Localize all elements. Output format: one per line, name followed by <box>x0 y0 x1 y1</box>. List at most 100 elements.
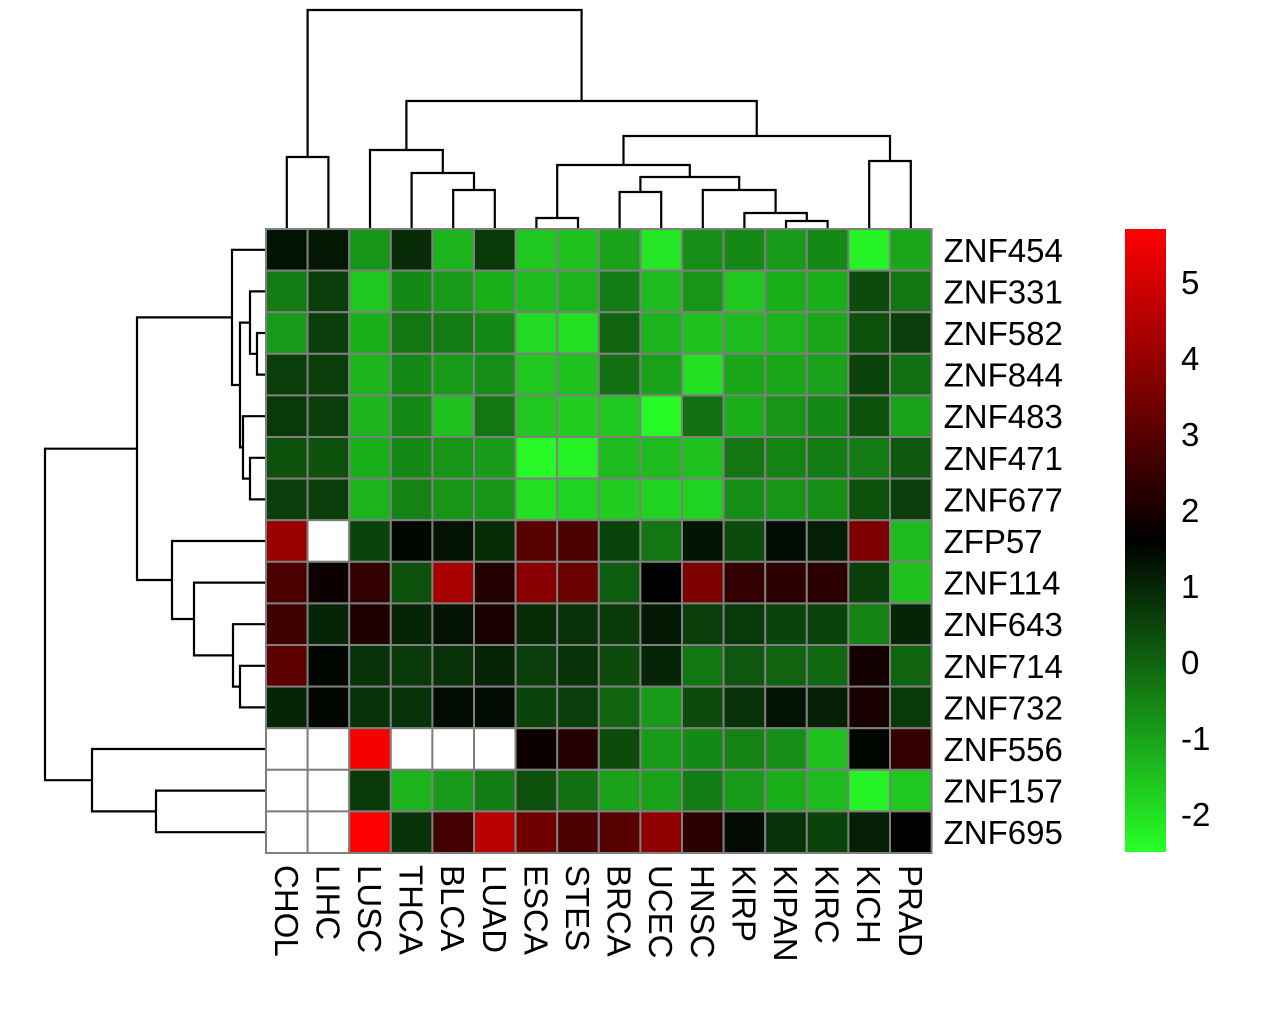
heatmap-cell <box>889 560 933 605</box>
heatmap-cell <box>681 602 725 647</box>
row-dendrogram-branch <box>255 331 266 376</box>
row-dendrogram-branch <box>154 789 266 834</box>
heatmap-cell <box>722 727 767 771</box>
heatmap-cell <box>597 810 642 855</box>
column-dendrogram-branch <box>622 134 892 165</box>
row-label: ZNF331 <box>944 273 1063 310</box>
heatmap-cell <box>473 644 517 688</box>
heatmap-cell <box>473 768 517 813</box>
heatmap-cell <box>805 768 850 813</box>
column-label: UCEC <box>642 865 679 959</box>
column-dendrogram-branch <box>701 188 777 229</box>
heatmap-cell <box>306 560 351 605</box>
heatmap-cell <box>514 810 559 855</box>
heatmap-cell <box>389 644 434 688</box>
heatmap-cell <box>306 394 351 438</box>
heatmap-cell <box>681 768 725 813</box>
heatmap-cell <box>681 228 725 272</box>
heatmap-cell <box>847 519 892 563</box>
heatmap-cell <box>556 477 600 522</box>
heatmap-cell <box>431 602 475 647</box>
heatmap-cell <box>473 311 517 355</box>
row-dendrogram-branch <box>43 447 137 782</box>
heatmap-cell <box>389 269 434 314</box>
heatmap-cell <box>889 519 933 563</box>
heatmap-cell <box>805 644 850 688</box>
heatmap-cell <box>514 560 559 605</box>
heatmap-cell <box>722 602 767 647</box>
heatmap-cell <box>597 228 642 272</box>
heatmap-cell <box>306 644 351 688</box>
row-dendrogram-branch <box>170 539 266 621</box>
row-label: ZNF844 <box>944 357 1063 394</box>
heatmap-cell <box>348 311 392 355</box>
heatmap-cell <box>597 269 642 314</box>
column-dendrogram-branch <box>306 8 583 157</box>
heatmap-cell <box>389 436 434 480</box>
column-labels: CHOL LIHC LUSC THCA BLCA LUAD ESCA STES BRCA UCEC… <box>268 865 929 962</box>
heatmap-cell <box>306 768 351 813</box>
heatmap-cell <box>722 810 767 855</box>
heatmap-cell <box>805 352 850 397</box>
heatmap-cell <box>431 352 475 397</box>
heatmap-cell <box>514 519 559 563</box>
heatmap-cell <box>805 436 850 480</box>
heatmap-cell <box>348 810 392 855</box>
column-label: STES <box>559 865 596 951</box>
heatmap-cell <box>348 685 392 730</box>
row-dendrogram-branch <box>90 747 266 813</box>
column-label: CHOL <box>268 865 305 957</box>
heatmap-cell <box>847 602 892 647</box>
colorbar-tick-label: -2 <box>1181 796 1210 833</box>
row-dendrogram <box>43 248 266 834</box>
heatmap-cell <box>473 560 517 605</box>
heatmap-cell <box>389 727 434 771</box>
heatmap-cell <box>597 394 642 438</box>
heatmap-cell <box>431 727 475 771</box>
heatmap-cell <box>681 394 725 438</box>
heatmap-cell <box>514 685 559 730</box>
row-labels: ZNF454 ZNF331 ZNF582 ZNF844 ZNF483 ZNF471 ZNF6… <box>944 232 1063 851</box>
heatmap-cell <box>306 269 351 314</box>
heatmap-cell <box>348 560 392 605</box>
row-label: ZNF114 <box>944 565 1061 602</box>
heatmap-cell <box>473 477 517 522</box>
heatmap-cell <box>265 519 309 563</box>
heatmap-cell <box>348 269 392 314</box>
colorbar-tick-label: 4 <box>1181 340 1199 377</box>
heatmap-cell <box>265 810 309 855</box>
heatmap-cell <box>265 436 309 480</box>
row-label: ZNF677 <box>944 481 1063 518</box>
column-dendrogram-branch <box>285 155 330 229</box>
heatmap-cell <box>473 352 517 397</box>
heatmap-cell <box>639 810 684 855</box>
heatmap-cell <box>847 311 892 355</box>
colorbar-tick-label: 2 <box>1181 492 1199 529</box>
heatmap-cell <box>265 644 309 688</box>
row-label: ZNF454 <box>944 232 1063 269</box>
heatmap-cell <box>764 644 808 688</box>
column-label: ESCA <box>517 865 554 955</box>
column-label: LUAD <box>476 865 513 953</box>
heatmap-cell <box>265 602 309 647</box>
heatmap-cell <box>722 394 767 438</box>
heatmap-cell <box>556 727 600 771</box>
heatmap-cell <box>306 519 351 563</box>
heatmap-cell <box>889 269 933 314</box>
row-label: ZNF714 <box>944 648 1063 685</box>
column-label: THCA <box>393 865 430 955</box>
heatmap-cell <box>681 810 725 855</box>
row-label: ZNF643 <box>944 606 1063 643</box>
heatmap-cell <box>764 727 808 771</box>
heatmap-cell <box>348 436 392 480</box>
heatmap-cell <box>473 228 517 272</box>
heatmap-cell <box>847 560 892 605</box>
heatmap-cell <box>265 727 309 771</box>
heatmap-cell <box>265 477 309 522</box>
heatmap-cell <box>764 394 808 438</box>
heatmap-cell <box>889 311 933 355</box>
heatmap-cell <box>431 560 475 605</box>
heatmap-cell <box>805 727 850 771</box>
heatmap-cell <box>764 560 808 605</box>
